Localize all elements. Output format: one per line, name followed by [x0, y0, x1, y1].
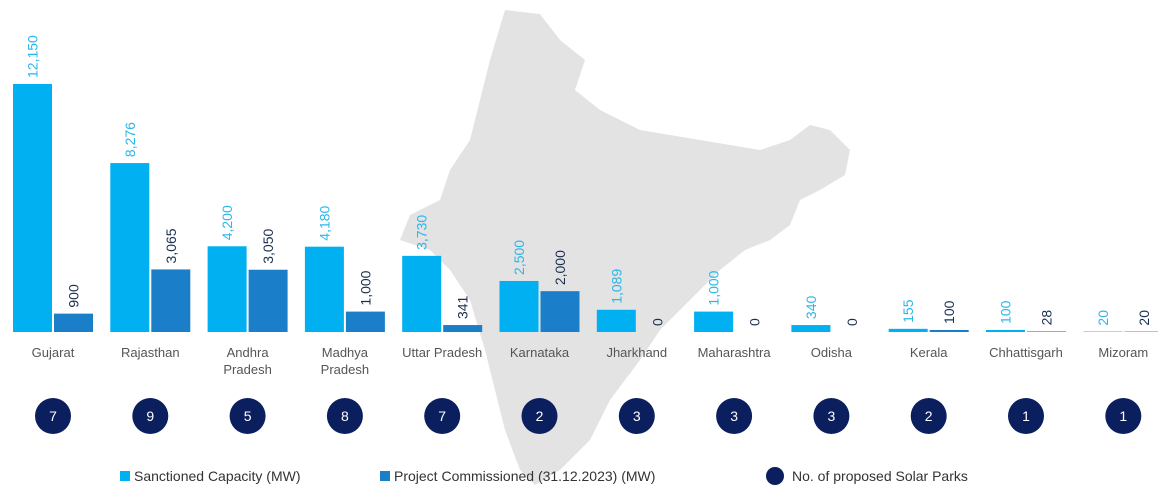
park-count: 2 [536, 408, 544, 424]
category-label: Chhattisgarh [989, 345, 1063, 360]
value-label: 2,500 [511, 240, 527, 275]
bar [1027, 331, 1066, 332]
category-label: Uttar Pradesh [402, 345, 483, 360]
bar [402, 255, 442, 332]
value-label: 3,730 [414, 215, 430, 250]
park-count: 5 [244, 408, 252, 424]
bar [13, 84, 52, 332]
park-marker [813, 398, 850, 434]
bar [929, 329, 969, 332]
category-label: Karnataka [509, 345, 570, 360]
park-count: 7 [49, 408, 57, 424]
park-marker [229, 398, 266, 434]
legend-label: No. of proposed Solar Parks [792, 468, 968, 484]
bar [151, 269, 191, 332]
category-label: Rajasthan [121, 345, 180, 360]
category-label: Jharkhand [606, 345, 668, 360]
value-label: 28 [1039, 310, 1055, 326]
park-marker [132, 398, 169, 434]
value-label: 100 [998, 300, 1014, 324]
value-label: 900 [66, 284, 82, 308]
value-label: 3,050 [260, 228, 276, 263]
category-label: Mizoram [1098, 345, 1149, 360]
park-count: 3 [730, 408, 738, 424]
park-marker [910, 398, 947, 434]
bar [345, 311, 385, 332]
value-label: 20 [1095, 310, 1111, 326]
bar [596, 309, 636, 332]
bar [54, 313, 93, 332]
value-label: 8,276 [122, 122, 138, 157]
legend-swatch [380, 471, 390, 481]
park-marker [716, 398, 753, 434]
value-label: 12,150 [25, 35, 41, 78]
value-label: 1,000 [357, 270, 373, 305]
legend-swatch [120, 471, 130, 481]
value-label: 341 [455, 295, 471, 319]
bar [888, 328, 928, 332]
value-label: 2,000 [552, 250, 568, 285]
bar [443, 325, 483, 332]
bar [499, 280, 539, 332]
park-count: 1 [1119, 408, 1127, 424]
park-marker [424, 398, 461, 434]
value-label: 100 [941, 300, 957, 324]
legend-marker [766, 467, 784, 485]
park-count: 2 [925, 408, 933, 424]
value-label: 0 [747, 318, 763, 326]
park-marker [1105, 398, 1142, 434]
value-label: 20 [1136, 310, 1152, 326]
bar [694, 311, 734, 332]
legend-label: Sanctioned Capacity (MW) [134, 468, 301, 484]
bar [986, 329, 1025, 332]
category-label: Kerala [909, 345, 948, 360]
park-marker [521, 398, 558, 434]
park-count: 7 [438, 408, 446, 424]
legend-label: Project Commissioned (31.12.2023) (MW) [394, 468, 655, 484]
bar [207, 246, 247, 332]
category-label: Madhya Pradesh [320, 345, 370, 377]
park-marker [1008, 398, 1044, 434]
park-marker [326, 398, 363, 434]
category-label: Odisha [810, 345, 852, 360]
park-count: 3 [633, 408, 641, 424]
park-count: 8 [341, 408, 349, 424]
value-label: 4,200 [219, 205, 235, 240]
bar [791, 325, 831, 332]
value-label: 0 [649, 318, 665, 326]
bar [110, 163, 150, 332]
value-label: 3,065 [163, 228, 179, 263]
park-count: 9 [146, 408, 154, 424]
park-count: 1 [1022, 408, 1030, 424]
value-label: 1,000 [706, 270, 722, 305]
value-label: 155 [900, 299, 916, 323]
category-label: Andhra Pradesh [223, 345, 272, 377]
bar [248, 269, 288, 332]
value-label: 4,180 [316, 205, 332, 240]
park-marker [35, 398, 71, 434]
park-marker [618, 398, 655, 434]
value-label: 1,089 [608, 269, 624, 304]
bar [540, 291, 580, 332]
park-count: 3 [828, 408, 836, 424]
category-label: Gujarat [31, 345, 75, 360]
bar [304, 246, 344, 332]
category-label: Maharashtra [697, 345, 771, 360]
value-label: 340 [803, 295, 819, 319]
map-background [400, 10, 850, 485]
value-label: 0 [844, 318, 860, 326]
